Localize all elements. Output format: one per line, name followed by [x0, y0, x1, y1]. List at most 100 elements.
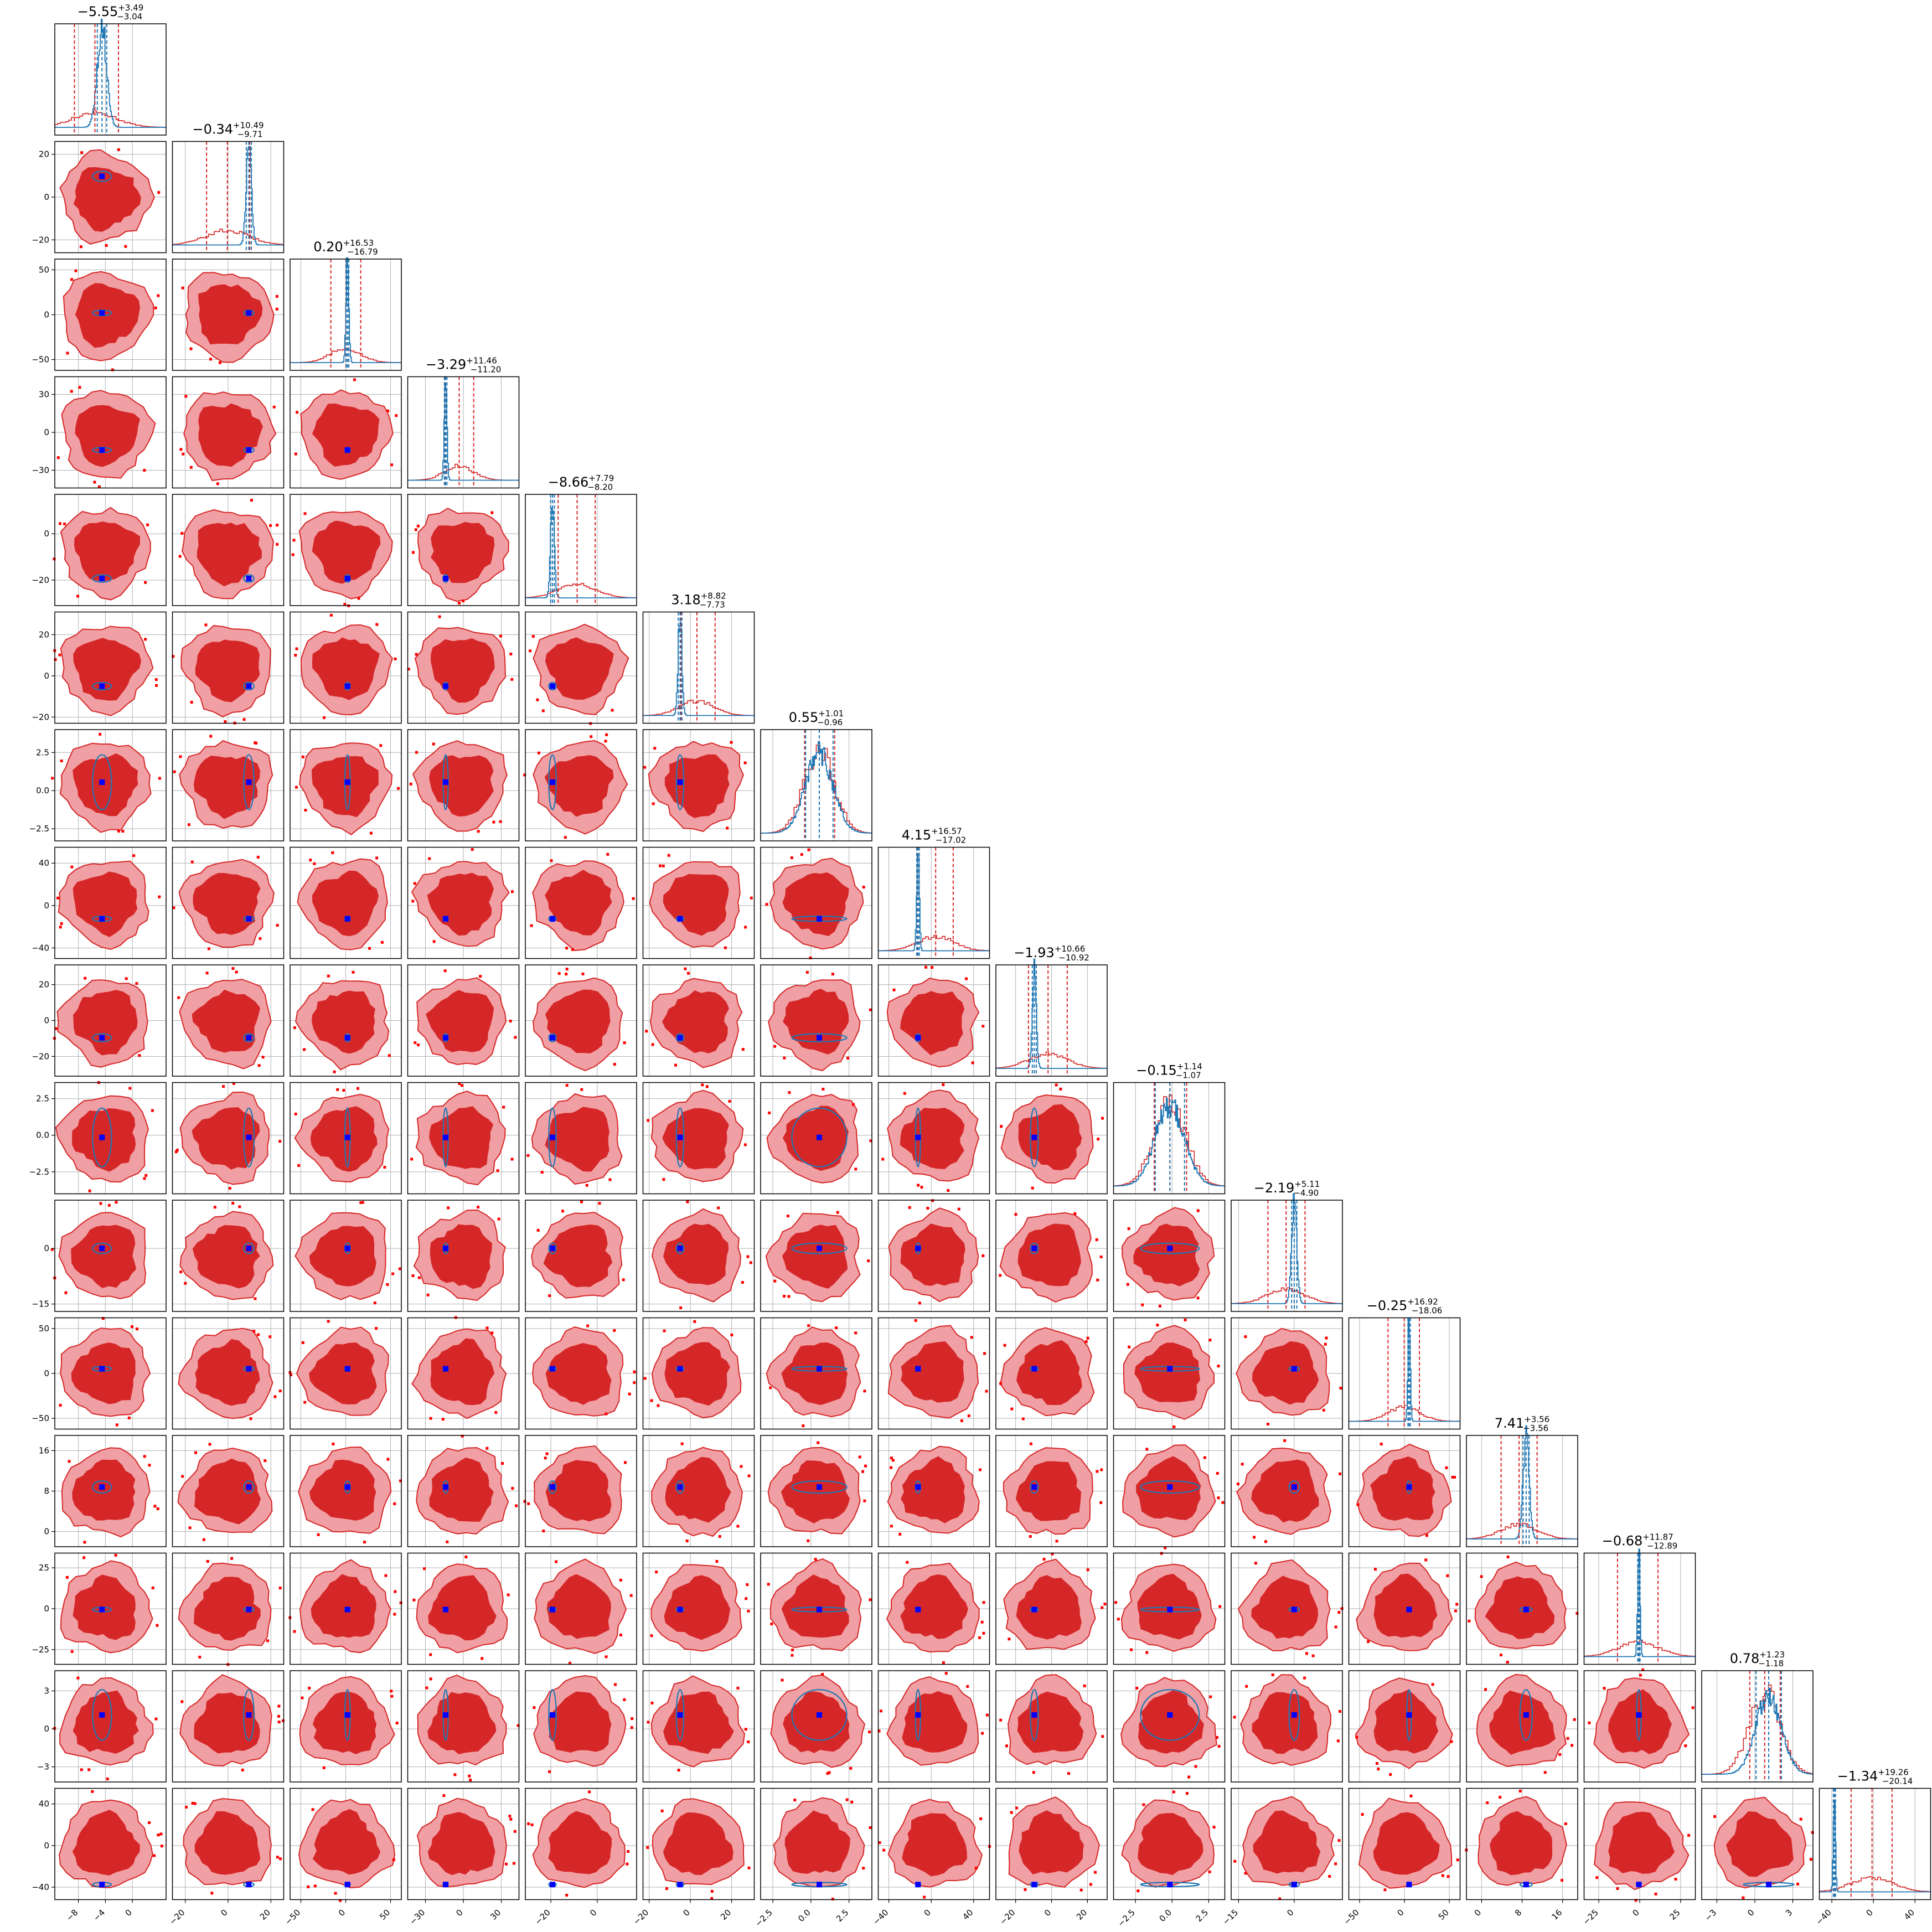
- outlier-point: [114, 1553, 117, 1557]
- outlier-point: [647, 1119, 650, 1122]
- outlier-point: [715, 1560, 719, 1563]
- y-tick-label: −25: [32, 1645, 49, 1655]
- hist-narrow: [1466, 1425, 1578, 1540]
- outlier-point: [154, 678, 158, 681]
- truth-marker: [1406, 1882, 1412, 1888]
- outlier-point: [238, 1205, 241, 1208]
- panel-r13-c2: [288, 1552, 402, 1665]
- contour-inner: [1252, 1341, 1319, 1405]
- title-value: −3.29: [426, 357, 467, 373]
- outlier-point: [1674, 1878, 1677, 1881]
- panel-frame: [642, 1552, 755, 1665]
- title-err-minus: −3.56: [1523, 1423, 1548, 1433]
- outlier-point: [920, 1186, 923, 1189]
- outlier-point: [268, 1335, 272, 1339]
- outlier-point: [294, 452, 297, 456]
- outlier-point: [303, 1048, 306, 1051]
- title-err-minus: −18.06: [1412, 1306, 1443, 1316]
- truth-marker: [915, 1712, 921, 1718]
- panel-r12-c12: 7.41+3.56 −3.56: [1466, 1414, 1578, 1547]
- contour-inner: [311, 1574, 376, 1638]
- outlier-point: [626, 1862, 629, 1866]
- outlier-point: [178, 555, 182, 558]
- outlier-point: [1499, 1796, 1502, 1799]
- outlier-point: [1218, 1605, 1222, 1608]
- title-err-plus: +7.79: [588, 473, 614, 483]
- outlier-point: [1203, 1456, 1206, 1459]
- panel-r15-c15: −1.34+19.26 −20.14 −40 0 40: [1814, 1768, 1931, 1927]
- truth-marker: [344, 1035, 350, 1041]
- panel-frame: [290, 611, 402, 724]
- outlier-point: [1454, 1609, 1457, 1613]
- truth-marker: [677, 1712, 683, 1718]
- outlier-point: [446, 1540, 449, 1543]
- outlier-point: [1100, 1468, 1103, 1471]
- outlier-point: [438, 615, 441, 618]
- title-value: 4.15: [902, 828, 931, 843]
- outlier-point: [743, 1143, 747, 1146]
- outlier-point: [1468, 1619, 1471, 1623]
- outlier-point: [1453, 1476, 1456, 1479]
- outlier-point: [1233, 1716, 1236, 1719]
- panel-frame: [407, 729, 520, 841]
- outlier-point: [189, 347, 193, 350]
- panel-frame: [760, 1670, 872, 1783]
- panel-r13-c4: [525, 1552, 637, 1665]
- outlier-point: [869, 1008, 872, 1011]
- truth-marker: [246, 1134, 252, 1140]
- panel-r12-c10: [1231, 1435, 1343, 1547]
- contour-inner: [782, 1225, 848, 1289]
- outlier-point: [290, 1373, 292, 1377]
- panel-r2-c1: [172, 259, 285, 371]
- truth-marker: [99, 1035, 105, 1041]
- x-tick-label: 2.5: [834, 1908, 851, 1924]
- panel-r13-c1: [172, 1552, 285, 1666]
- panel-frame: [525, 1200, 637, 1312]
- outlier-point: [710, 1897, 714, 1900]
- outlier-point: [1311, 1654, 1315, 1657]
- contour-inner: [664, 754, 730, 818]
- outlier-point: [531, 635, 535, 638]
- panel-frame: [172, 259, 285, 371]
- truth-marker: [99, 1712, 105, 1718]
- outlier-point: [479, 975, 482, 978]
- title-err-minus: −11.20: [471, 365, 502, 375]
- panel-r11-c10: [1231, 1317, 1343, 1430]
- x-tick-label: −40: [871, 1908, 890, 1927]
- panel-title: 3.18+8.82 −7.73: [671, 591, 726, 610]
- outlier-point: [206, 1560, 209, 1563]
- outlier-point: [979, 1817, 983, 1820]
- outlier-point: [415, 653, 418, 656]
- outlier-point: [744, 926, 747, 929]
- panel-frame: [760, 729, 872, 841]
- y-tick-label: 20: [39, 980, 49, 990]
- outlier-point: [854, 1168, 857, 1171]
- outlier-point: [680, 1442, 684, 1445]
- title-err-plus: +16.92: [1407, 1297, 1438, 1307]
- outlier-point: [569, 1661, 571, 1665]
- y-tick-label: 0: [44, 1243, 49, 1253]
- hist-wide: [1819, 1876, 1931, 1892]
- outlier-point: [1217, 1496, 1220, 1500]
- panel-r12-c3: [407, 1434, 520, 1547]
- outlier-point: [494, 1411, 498, 1414]
- panel-frame: [642, 1670, 755, 1783]
- panel-frame: [1113, 1670, 1226, 1783]
- y-tick-label: 0: [44, 1527, 49, 1537]
- hist-narrow: [1113, 1098, 1225, 1187]
- panel-frame: [1231, 1788, 1343, 1900]
- truth-marker: [443, 1606, 449, 1613]
- panel-frame: [54, 611, 167, 724]
- panel-r5-c3: [407, 611, 520, 724]
- contour-inner: [309, 1459, 376, 1521]
- outlier-point: [863, 1499, 866, 1502]
- outlier-point: [101, 1317, 105, 1320]
- outlier-point: [189, 466, 193, 469]
- outlier-point: [657, 1404, 660, 1407]
- panel-r8-c0: −20 0 20: [32, 964, 167, 1077]
- y-tick-label: 40: [39, 858, 49, 868]
- outlier-point: [254, 741, 257, 745]
- outlier-point: [269, 524, 272, 527]
- outlier-point: [509, 1020, 512, 1022]
- outlier-point: [650, 1634, 653, 1637]
